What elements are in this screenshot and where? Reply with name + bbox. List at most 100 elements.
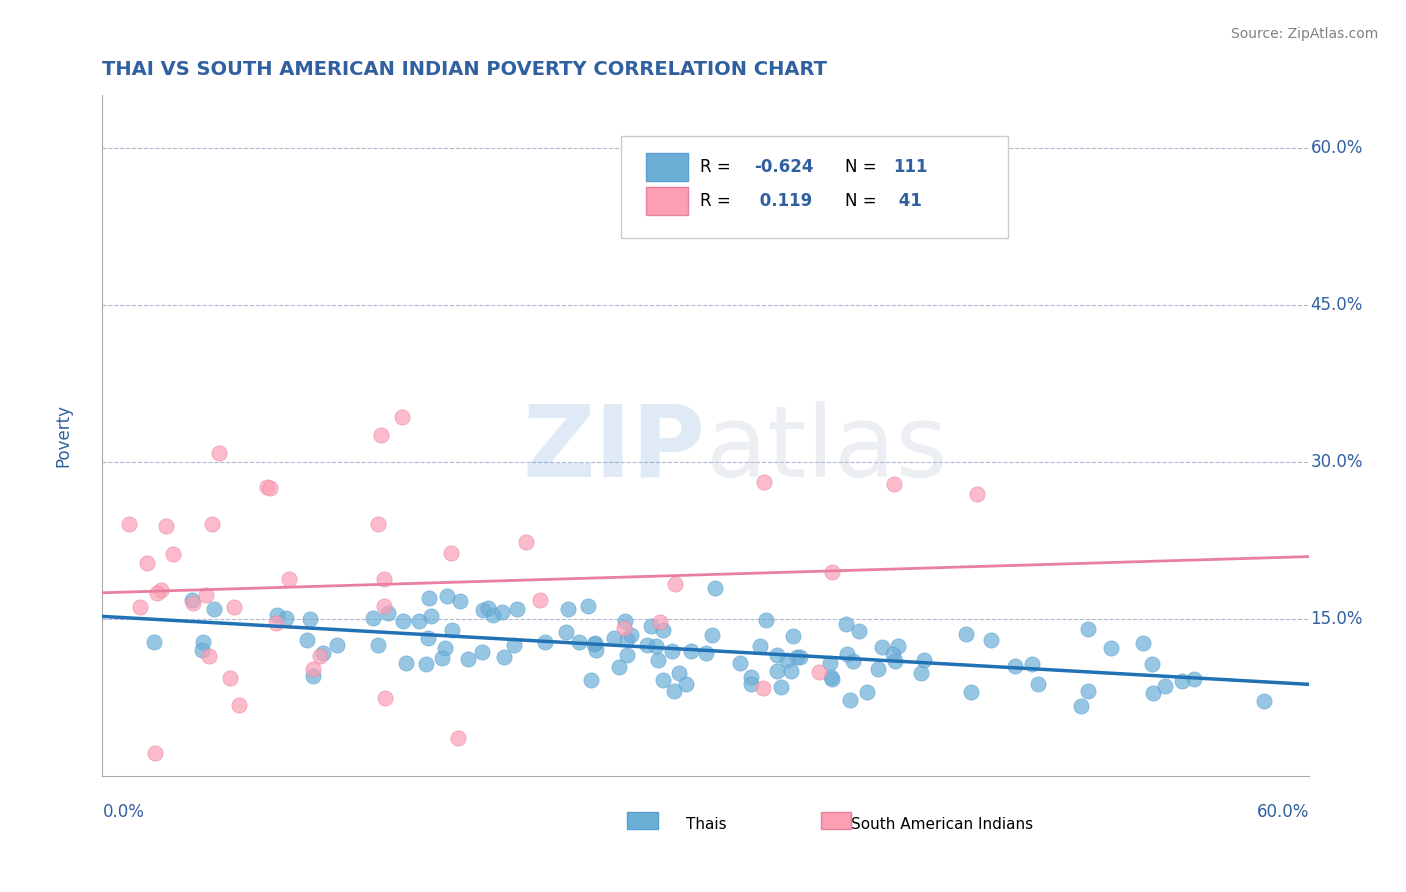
Point	[585, 643, 607, 657]
Point	[326, 638, 349, 652]
Point	[430, 651, 453, 665]
Point	[1004, 659, 1026, 673]
Point	[821, 672, 844, 686]
Point	[367, 638, 389, 652]
Point	[146, 586, 169, 600]
Point	[668, 666, 690, 681]
Point	[228, 698, 250, 712]
Point	[491, 605, 513, 619]
Point	[1099, 641, 1122, 656]
Point	[749, 640, 772, 654]
Point	[222, 599, 245, 614]
Point	[980, 632, 1002, 647]
Point	[198, 648, 221, 663]
Text: Source: ZipAtlas.com: Source: ZipAtlas.com	[1230, 27, 1378, 41]
Point	[277, 572, 299, 586]
Point	[640, 619, 662, 633]
Point	[695, 646, 717, 660]
Point	[436, 589, 458, 603]
Point	[276, 611, 298, 625]
Point	[1182, 672, 1205, 686]
Bar	[645, 187, 688, 215]
Point	[782, 629, 804, 643]
Point	[728, 656, 751, 670]
FancyBboxPatch shape	[621, 136, 1008, 238]
Point	[883, 476, 905, 491]
Point	[418, 591, 440, 605]
Text: 0.0%: 0.0%	[103, 804, 145, 822]
Point	[361, 611, 384, 625]
Text: atlas: atlas	[706, 401, 948, 498]
Point	[162, 547, 184, 561]
Point	[418, 632, 440, 646]
Point	[1142, 686, 1164, 700]
Point	[295, 632, 318, 647]
Point	[616, 648, 638, 663]
Point	[515, 535, 537, 549]
Point	[868, 662, 890, 676]
Point	[636, 638, 658, 652]
Text: 60.0%: 60.0%	[1310, 139, 1362, 157]
Text: 30.0%: 30.0%	[1310, 453, 1362, 471]
Point	[835, 616, 858, 631]
Point	[776, 653, 799, 667]
Point	[118, 517, 141, 532]
Point	[675, 677, 697, 691]
Point	[652, 623, 675, 637]
Point	[202, 602, 225, 616]
Bar	[821, 813, 851, 830]
Point	[219, 671, 242, 685]
Point	[434, 641, 457, 656]
Point	[751, 681, 773, 696]
Point	[960, 685, 983, 699]
Point	[856, 685, 879, 699]
Point	[884, 654, 907, 668]
Point	[752, 475, 775, 489]
Point	[582, 637, 605, 651]
Point	[755, 614, 778, 628]
Point	[377, 607, 399, 621]
Point	[766, 648, 789, 662]
Point	[613, 621, 636, 635]
Point	[471, 645, 494, 659]
Point	[482, 607, 505, 622]
Point	[842, 654, 865, 668]
Point	[821, 565, 844, 579]
Bar	[627, 813, 658, 830]
Point	[312, 646, 335, 660]
Point	[419, 609, 441, 624]
Point	[704, 581, 727, 595]
Point	[266, 607, 288, 622]
Point	[835, 647, 858, 661]
Text: -0.624: -0.624	[754, 158, 814, 176]
Point	[1171, 673, 1194, 688]
Point	[155, 519, 177, 533]
Point	[808, 665, 831, 680]
Point	[208, 446, 231, 460]
Point	[391, 615, 413, 629]
Text: 15.0%: 15.0%	[1310, 610, 1362, 628]
Point	[191, 643, 214, 657]
Text: R =: R =	[700, 158, 731, 176]
Point	[373, 572, 395, 586]
Point	[457, 652, 479, 666]
Text: N =: N =	[845, 192, 876, 210]
Point	[135, 556, 157, 570]
Point	[681, 644, 703, 658]
Point	[492, 650, 515, 665]
Point	[647, 653, 669, 667]
Point	[264, 616, 287, 631]
Point	[395, 656, 418, 670]
Text: R =: R =	[700, 192, 731, 210]
Point	[302, 669, 325, 683]
Point	[1153, 679, 1175, 693]
Text: South American Indians: South American Indians	[851, 817, 1033, 832]
Point	[180, 592, 202, 607]
Bar	[645, 153, 688, 180]
Point	[838, 693, 860, 707]
Point	[259, 481, 281, 495]
Point	[912, 653, 935, 667]
Point	[477, 601, 499, 615]
Point	[870, 640, 893, 654]
Point	[652, 673, 675, 687]
